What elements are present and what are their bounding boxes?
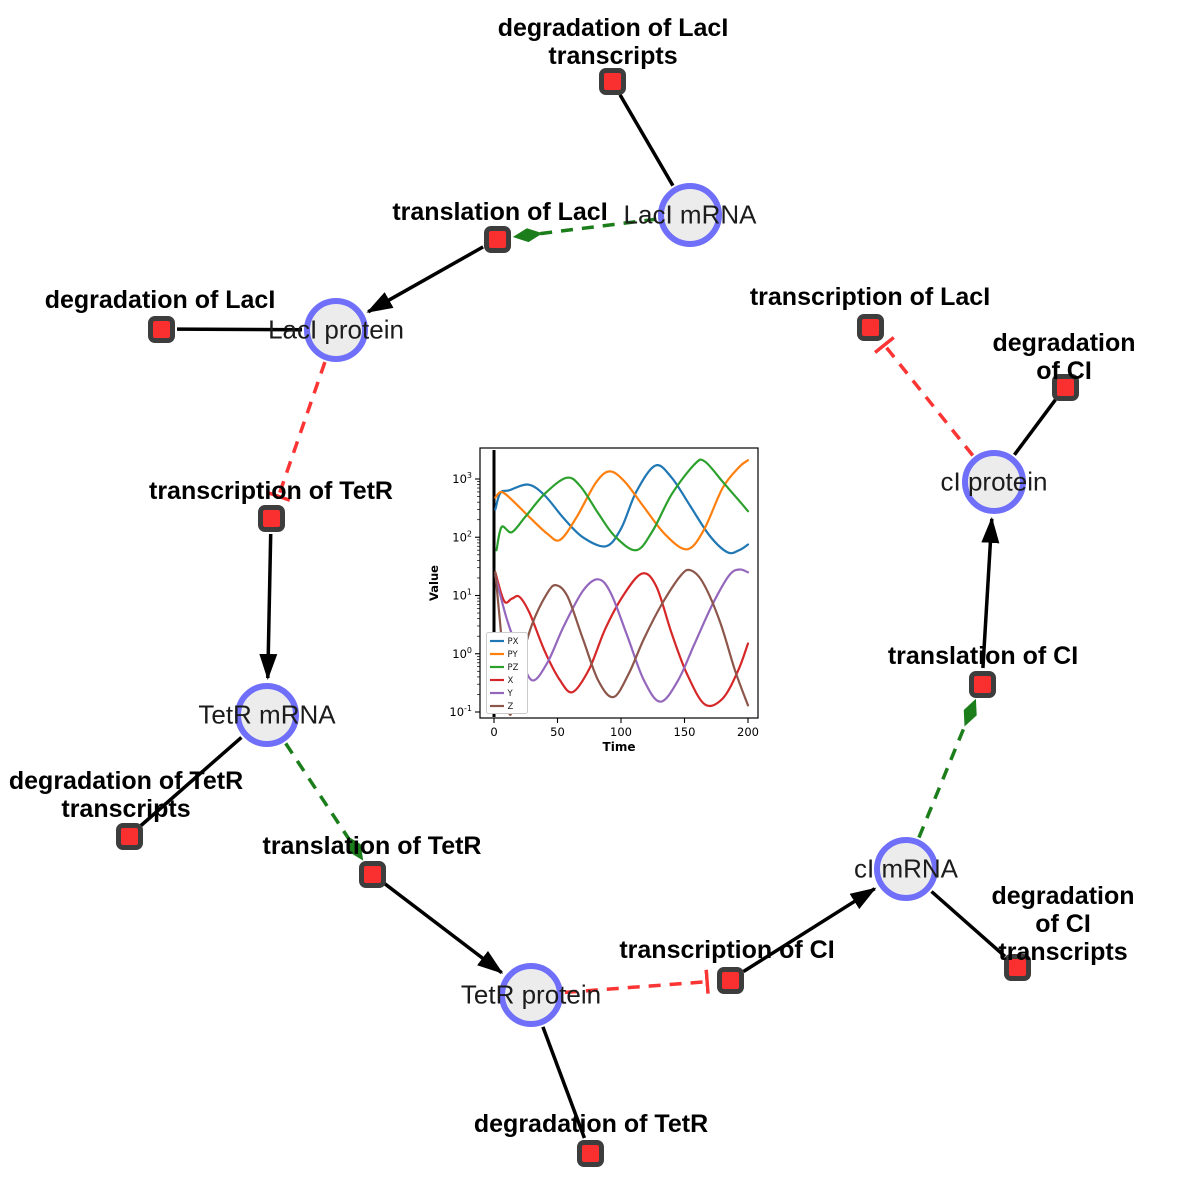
species-label-ci_protein: cI protein xyxy=(940,466,1048,497)
reaction-label-txn_ci: transcription of CI xyxy=(619,936,835,964)
reaction-label-txn_tetr: transcription of TetR xyxy=(149,477,393,505)
reaction-node-transl_ci xyxy=(968,670,996,698)
species-label-laci_mrna: LacI mRNA xyxy=(623,199,757,230)
species-node-tetr_mrna xyxy=(235,683,299,747)
y-tick-label: 101 xyxy=(452,588,472,603)
edge-tetr_mrna-transl_tetr-modifier xyxy=(284,742,364,861)
y-tick-label: 103 xyxy=(452,471,472,486)
y-tick-label: 10-1 xyxy=(449,704,472,719)
species-node-ci_mrna xyxy=(874,837,938,901)
x-tick-label: 150 xyxy=(674,725,696,739)
y-tick-label: 100 xyxy=(452,646,472,661)
species-node-ci_protein xyxy=(962,450,1026,514)
series-line-Y xyxy=(494,568,750,703)
reaction-node-deg_ci_tx xyxy=(1003,953,1031,981)
edge-txn_ci-ci_mrna-production xyxy=(742,887,877,973)
x-tick-label: 100 xyxy=(610,725,632,739)
reaction-label-deg_tetr: degradation of TetR xyxy=(473,1110,709,1138)
axes-frame xyxy=(479,447,759,719)
series-line-PZ xyxy=(495,458,750,552)
reaction-node-transl_tetr xyxy=(358,860,386,888)
edge-transl_tetr-tetr_protein-production xyxy=(383,882,504,974)
y-axis-label: Value xyxy=(427,565,441,601)
reaction-label-transl_ci: translation of CI xyxy=(887,642,1079,670)
reaction-label-deg_laci_tx: degradation of LacI transcripts xyxy=(497,14,729,70)
edge-tetr_protein-txn_ci-inhibition xyxy=(564,969,710,995)
x-tick-label: 200 xyxy=(737,725,759,739)
reaction-node-transl_laci xyxy=(483,225,511,253)
legend-label-PZ: PZ xyxy=(508,663,519,673)
reaction-label-transl_laci: translation of LacI xyxy=(392,198,608,226)
edge-deg_ci-ci_protein-consumption xyxy=(1012,398,1057,456)
reaction-node-deg_laci xyxy=(147,315,175,343)
edge-deg_laci-laci_protein-consumption xyxy=(176,327,303,332)
species-label-ci_mrna: cI mRNA xyxy=(854,853,958,884)
species-node-laci_protein xyxy=(304,298,368,362)
inset-chart: 10-1 100 101 102 103 0 50 100 150 200 Time Value PX P… xyxy=(420,425,770,765)
reaction-node-deg_laci_tx xyxy=(598,67,626,95)
species-label-tetr_mrna: TetR mRNA xyxy=(198,699,336,730)
reaction-node-deg_tetr_tx xyxy=(115,822,143,850)
legend-label-X: X xyxy=(508,676,514,686)
legend-label-Z: Z xyxy=(508,702,514,712)
legend-label-PY: PY xyxy=(508,650,519,660)
x-tick-label: 50 xyxy=(550,725,565,739)
series-line-X xyxy=(494,571,750,708)
x-tick-label: 0 xyxy=(490,725,497,739)
species-node-laci_mrna xyxy=(658,183,722,247)
edge-transl_laci-laci_protein-production xyxy=(366,245,484,314)
edge-deg_tetr-tetr_protein-consumption xyxy=(541,1026,587,1139)
edge-laci_mrna-transl_laci-modifier xyxy=(512,217,657,243)
species-node-tetr_protein xyxy=(499,963,563,1027)
species-label-tetr_protein: TetR protein xyxy=(460,979,602,1010)
edge-laci_protein-txn_tetr-inhibition xyxy=(266,361,327,502)
edge-deg_ci_tx-ci_mrna-consumption xyxy=(930,890,1007,958)
reaction-label-deg_tetr_tx: degradation of TetR transcripts xyxy=(8,767,244,823)
edge-ci_protein-txn_laci-inhibition xyxy=(873,336,975,457)
reaction-node-deg_tetr xyxy=(576,1139,604,1167)
edge-deg_tetr_tx-tetr_mrna-consumption xyxy=(139,736,243,827)
legend-label-PX: PX xyxy=(508,637,519,647)
edge-deg_laci_tx-laci_mrna-consumption xyxy=(618,93,675,187)
timecourse-plot: 10-1 100 101 102 103 0 50 100 150 200 Time Value PX P… xyxy=(427,447,759,754)
reaction-node-txn_tetr xyxy=(257,504,285,532)
reaction-node-txn_ci xyxy=(716,966,744,994)
reaction-node-txn_laci xyxy=(856,313,884,341)
reaction-label-txn_laci: transcription of LacI xyxy=(749,283,991,311)
x-axis-label: Time xyxy=(603,740,636,754)
reaction-label-deg_laci: degradation of LacI xyxy=(44,286,276,314)
y-tick-label: 102 xyxy=(452,529,472,544)
edge-txn_tetr-tetr_mrna-production xyxy=(259,533,278,680)
species-label-laci_protein: LacI protein xyxy=(268,314,404,345)
reaction-label-deg_ci: degradation of CI xyxy=(992,329,1136,385)
edge-ci_mrna-transl_ci-modifier xyxy=(917,698,977,839)
reaction-node-deg_ci xyxy=(1051,373,1079,401)
reaction-label-deg_ci_tx: degradation of CI transcripts xyxy=(991,882,1135,966)
edge-transl_ci-ci_protein-production xyxy=(981,516,1000,669)
series-line-Z xyxy=(494,568,750,716)
legend-label-Y: Y xyxy=(507,689,514,699)
reaction-label-transl_tetr: translation of TetR xyxy=(262,832,482,860)
series-line-PX xyxy=(494,464,750,555)
